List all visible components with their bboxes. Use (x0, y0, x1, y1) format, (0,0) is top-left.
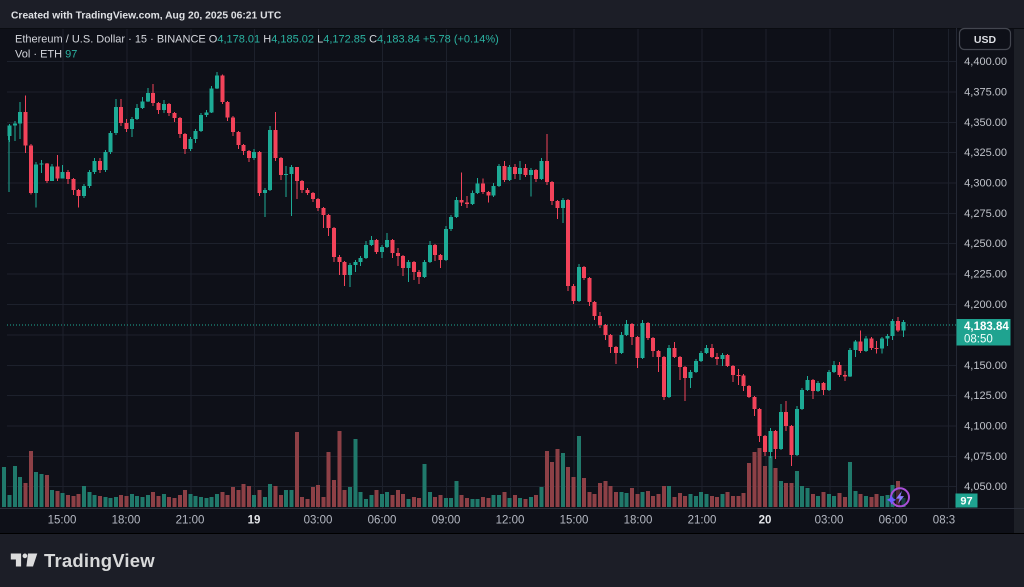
svg-text:4,183.84: 4,183.84 (964, 321, 1009, 333)
svg-text:18:00: 18:00 (624, 515, 653, 527)
svg-text:Vol · ETH 97: Vol · ETH 97 (15, 49, 77, 61)
svg-text:4,375.00: 4,375.00 (964, 86, 1007, 98)
svg-text:4,350.00: 4,350.00 (964, 117, 1007, 129)
svg-text:4,050.00: 4,050.00 (964, 481, 1007, 493)
svg-text:Created with TradingView.com,: Created with TradingView.com, Aug 20, 20… (11, 11, 282, 22)
svg-text:Ethereum / U.S. Dollar · 15 ·: Ethereum / U.S. Dollar · 15 · BINANCE O4… (15, 34, 499, 46)
svg-text:4,075.00: 4,075.00 (964, 451, 1007, 463)
svg-text:4,225.00: 4,225.00 (964, 269, 1007, 281)
svg-text:21:00: 21:00 (688, 515, 717, 527)
svg-text:06:00: 06:00 (368, 515, 397, 527)
svg-text:06:00: 06:00 (879, 515, 908, 527)
svg-text:15:00: 15:00 (560, 515, 589, 527)
svg-text:4,300.00: 4,300.00 (964, 178, 1007, 190)
svg-text:08:50: 08:50 (964, 334, 993, 346)
svg-text:4,275.00: 4,275.00 (964, 208, 1007, 220)
svg-text:18:00: 18:00 (112, 515, 141, 527)
svg-text:09:00: 09:00 (432, 515, 461, 527)
svg-text:21:00: 21:00 (176, 515, 205, 527)
svg-text:08:3: 08:3 (933, 515, 955, 527)
svg-text:4,125.00: 4,125.00 (964, 390, 1007, 402)
svg-text:15:00: 15:00 (48, 515, 77, 527)
svg-text:4,200.00: 4,200.00 (964, 299, 1007, 311)
svg-text:4,100.00: 4,100.00 (964, 421, 1007, 433)
svg-text:4,400.00: 4,400.00 (964, 56, 1007, 68)
svg-text:USD: USD (974, 34, 997, 46)
svg-text:97: 97 (960, 496, 972, 508)
svg-text:TradingView: TradingView (44, 550, 155, 571)
svg-text:03:00: 03:00 (304, 515, 333, 527)
svg-text:4,150.00: 4,150.00 (964, 360, 1007, 372)
svg-text:12:00: 12:00 (496, 515, 525, 527)
svg-text:03:00: 03:00 (815, 515, 844, 527)
svg-text:20: 20 (759, 515, 772, 527)
svg-text:4,325.00: 4,325.00 (964, 147, 1007, 159)
svg-text:4,250.00: 4,250.00 (964, 238, 1007, 250)
svg-text:19: 19 (248, 515, 261, 527)
